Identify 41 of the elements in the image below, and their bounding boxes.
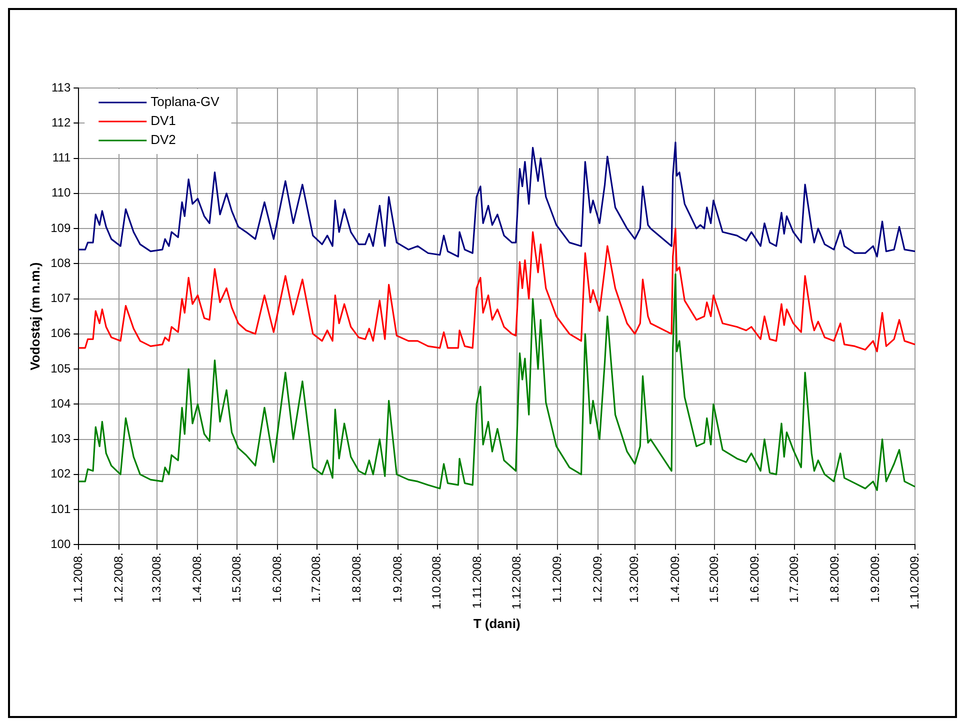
x-tick-label: 1.1.2008. <box>70 552 85 603</box>
y-tick-label: 110 <box>51 186 71 200</box>
x-tick-label: 1.8.2009. <box>827 552 842 603</box>
y-tick-label: 111 <box>52 150 71 165</box>
x-tick-label: 1.7.2008. <box>309 552 324 603</box>
x-tick-label: 1.2.2009. <box>590 552 605 603</box>
x-tick-label: 1.9.2008. <box>390 552 404 603</box>
x-tick-label: 1.11.2008. <box>470 552 484 609</box>
y-tick-label: 106 <box>50 326 71 340</box>
y-tick-label: 102 <box>50 466 71 481</box>
x-tick-label: 1.12.2008. <box>509 552 524 610</box>
y-tick-label: 108 <box>50 256 71 270</box>
x-tick-label: 1.2.2008. <box>112 552 126 603</box>
y-tick-label: 100 <box>50 536 71 551</box>
y-tick-label: 105 <box>50 361 71 376</box>
x-tick-label: 1.3.2009. <box>627 552 642 603</box>
legend-label: Toplana-GV <box>150 94 220 110</box>
y-tick-label: 101 <box>50 502 71 516</box>
legend-label: DV2 <box>150 132 176 148</box>
legend-label: DV1 <box>150 113 176 128</box>
x-tick-label: 1.6.2008. <box>270 552 284 603</box>
x-axis-title: T (dani) <box>473 616 520 631</box>
x-tick-label: 1.10.2008. <box>430 552 444 610</box>
y-tick-label: 112 <box>51 115 71 130</box>
y-tick-label: 103 <box>50 432 71 446</box>
x-tick-label: 1.7.2009. <box>786 552 801 603</box>
y-tick-label: 109 <box>50 220 71 235</box>
y-tick-label: 113 <box>51 80 71 94</box>
x-tick-label: 1.4.2008. <box>190 552 204 603</box>
x-tick-label: 1.6.2009. <box>748 552 762 603</box>
y-axis-title: Vodostaj (m n.m.) <box>27 262 42 370</box>
x-tick-label: 1.5.2009. <box>707 552 722 603</box>
y-tick-label: 104 <box>50 396 71 410</box>
x-tick-label: 1.9.2009. <box>868 552 882 603</box>
x-tick-label: 1.3.2008. <box>149 552 164 603</box>
x-tick-label: 1.4.2009. <box>668 552 682 603</box>
x-tick-label: 1.1.2009. <box>550 552 564 603</box>
x-tick-label: 1.10.2009. <box>907 552 922 610</box>
x-tick-label: 1.5.2008. <box>229 552 244 603</box>
y-tick-label: 107 <box>50 291 71 306</box>
x-tick-label: 1.8.2008. <box>350 552 364 603</box>
